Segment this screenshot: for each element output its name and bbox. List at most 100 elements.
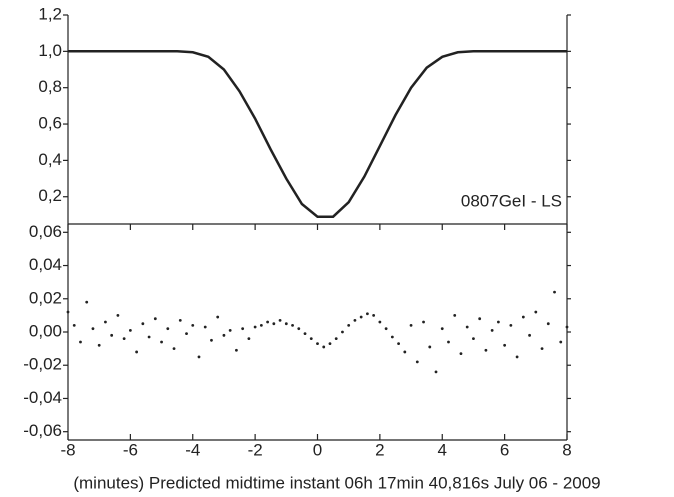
residual-point [91,327,95,331]
residual-point [334,337,338,341]
residual-point [528,333,531,337]
residual-point [378,320,382,324]
residual-point [97,343,101,347]
residual-point [203,325,207,329]
residual-point [447,340,450,344]
residual-point [216,315,220,319]
residual-point [185,332,188,336]
residual-point [341,330,344,334]
residual-point [353,318,357,322]
residual-point [141,322,145,326]
residual-point [116,313,120,317]
residual-point [372,313,376,317]
residual-point [278,318,282,322]
residual-point [284,322,288,326]
residual-point [472,337,475,341]
residual-point [509,323,513,327]
x-tick-label: -6 [123,440,138,459]
residual-point [415,360,419,364]
residual-point [235,348,238,352]
y-tick-label: 1,2 [38,4,62,23]
residual-point [534,310,538,314]
residual-point [328,342,332,346]
residual-point [553,290,556,294]
residual-point [85,300,89,304]
x-tick-label: 2 [375,440,384,459]
residual-point [110,333,114,337]
residual-point [478,317,482,321]
residual-point [496,320,500,324]
residual-point [303,332,307,336]
residual-point [347,323,351,327]
x-tick-label: 6 [500,440,509,459]
residual-point [440,327,444,331]
residual-point [521,315,525,319]
residual-point [266,320,269,324]
x-tick-label: 8 [562,440,571,459]
residual-point [359,315,363,319]
y-tick-label: 0,02 [29,288,62,307]
x-tick-label: -8 [60,440,75,459]
residual-point [153,317,157,321]
residual-point [272,322,276,326]
residual-point [490,328,494,332]
residual-point [322,345,326,349]
residual-point [222,333,226,337]
y-tick-label: 1,0 [38,41,62,60]
residual-point [403,350,407,354]
residual-point [135,350,139,354]
residual-point [384,327,388,331]
residual-point [540,347,544,351]
residual-point [178,318,182,322]
y-tick-label: 0,4 [38,150,62,169]
residual-point [503,343,507,347]
residual-point [297,327,301,331]
residual-point [191,323,195,327]
y-tick-label: 0,04 [29,255,62,274]
residual-point [422,320,425,324]
y-tick-label: 0,06 [29,222,62,241]
x-axis-label: (minutes) Predicted midtime instant 06h … [73,473,600,492]
residual-point [253,325,257,329]
residual-point [515,355,519,359]
y-tick-label: 0,00 [29,321,62,340]
residual-point [79,340,82,344]
x-tick-label: 4 [438,440,447,459]
y-tick-label: -0,04 [23,388,62,407]
model-curve [68,50,567,218]
residual-point [409,323,413,327]
residual-point [122,337,126,341]
y-tick-label: 0,6 [38,114,62,133]
x-tick-label: -4 [185,440,200,459]
residual-point [459,352,463,355]
residual-point [390,335,394,339]
residual-point [210,338,213,342]
residual-point [434,370,438,374]
residual-point [172,347,176,351]
residual-point [160,340,163,344]
residual-point [147,335,151,339]
residual-point [104,320,107,324]
residual-point [366,312,369,316]
y-tick-label: -0,02 [23,355,62,374]
residual-point [546,322,550,326]
residual-point [197,355,201,359]
residual-point [465,325,469,329]
x-tick-label: 0 [313,440,322,459]
annotation: 0807GeI - LS [461,191,562,210]
residual-point [291,323,294,327]
residual-point [316,342,319,346]
residual-point [228,328,232,332]
residual-point [397,342,400,346]
residual-point [241,327,245,331]
residual-point [166,327,170,331]
residual-point [453,313,457,317]
residual-point [484,348,488,352]
residual-point [66,310,70,314]
residual-point [309,337,313,341]
residual-point [559,340,563,344]
residual-point [72,323,76,327]
y-tick-label: -0,06 [23,421,62,440]
y-tick-label: 0,2 [38,186,62,205]
